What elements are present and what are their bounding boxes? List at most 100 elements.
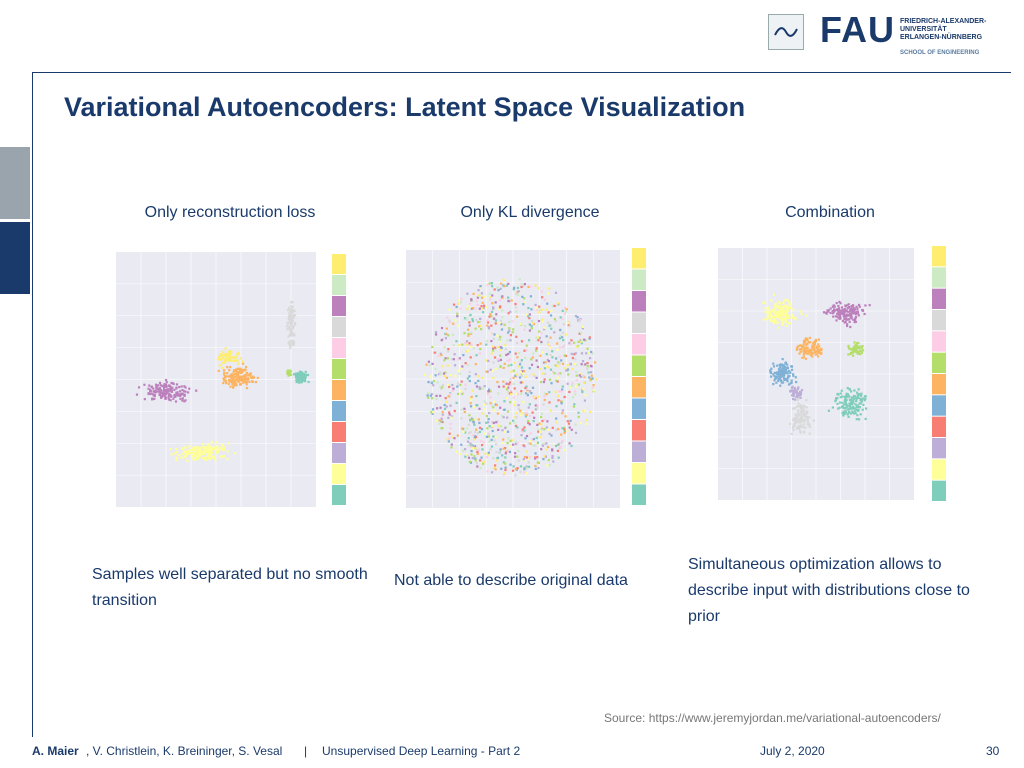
scatter-point <box>206 448 210 452</box>
scatter-point <box>469 332 473 335</box>
scatter-point <box>239 367 242 370</box>
scatter-point <box>247 378 250 381</box>
scatter-point <box>219 447 222 450</box>
scatter-point <box>776 321 779 324</box>
scatter-point <box>833 308 836 311</box>
scatter-point <box>440 417 443 420</box>
colorbar-swatch <box>332 296 346 316</box>
scatter-point <box>217 356 220 359</box>
scatter-point <box>787 383 791 386</box>
scatter-point <box>479 317 482 320</box>
scatter-point <box>456 385 459 388</box>
scatter-point <box>543 395 546 398</box>
scatter-point <box>512 396 515 399</box>
scatter-point <box>594 361 597 364</box>
colorbar-swatch <box>932 288 946 309</box>
scatter-point <box>480 428 484 431</box>
scatter-point <box>512 382 515 385</box>
scatter-point <box>776 364 779 367</box>
scatter-point <box>779 370 783 373</box>
scatter-point <box>556 302 559 305</box>
scatter-point <box>797 405 801 408</box>
scatter-point <box>190 452 193 455</box>
scatter-point <box>546 445 550 449</box>
scatter-point <box>509 339 512 342</box>
scatter-point <box>536 441 540 444</box>
scatter-point <box>783 378 786 381</box>
scatter-point <box>288 318 291 321</box>
scatter-point <box>237 362 240 365</box>
scatter-point <box>480 440 483 443</box>
scatter-point <box>508 327 511 330</box>
scatter-point <box>475 318 478 322</box>
scatter-point <box>233 359 237 362</box>
scatter-point <box>778 305 782 308</box>
scatter-point <box>235 384 238 387</box>
scatter-point <box>238 379 241 382</box>
scatter-point <box>832 315 835 318</box>
scatter-point <box>531 321 534 324</box>
scatter-point <box>794 413 797 416</box>
scatter-point <box>468 370 471 374</box>
scatter-point <box>427 380 430 384</box>
scatter-point <box>561 388 564 391</box>
scatter-point <box>790 390 794 393</box>
scatter-point <box>479 320 482 324</box>
scatter-point <box>178 386 181 389</box>
scatter-point <box>469 356 472 359</box>
scatter-point <box>787 306 790 309</box>
scatter-point <box>859 397 863 401</box>
scatter-point <box>490 339 493 343</box>
footer-separator: | <box>304 744 308 758</box>
panel-caption-kl: Only KL divergence <box>460 204 600 221</box>
scatter-point <box>849 348 853 351</box>
scatter-point <box>161 393 164 396</box>
scatter-point <box>847 411 850 415</box>
scatter-point <box>850 308 853 311</box>
scatter-point <box>237 375 240 378</box>
scatter-point <box>547 341 550 344</box>
scatter-point <box>778 373 781 376</box>
scatter-point <box>476 296 479 299</box>
scatter-point <box>242 381 245 384</box>
scatter-point <box>243 380 246 384</box>
scatter-point <box>508 329 511 332</box>
scatter-point <box>853 345 857 348</box>
footer-page-number: 30 <box>986 744 1000 758</box>
scatter-point <box>849 316 852 319</box>
scatter-point <box>767 307 770 310</box>
scatter-point <box>467 364 470 367</box>
scatter-point <box>520 374 523 377</box>
scatter-point <box>545 442 548 445</box>
scatter-point <box>181 448 184 451</box>
scatter-point <box>856 310 859 313</box>
scatter-point <box>175 383 179 386</box>
scatter-point <box>846 307 849 310</box>
scatter-point <box>155 386 158 389</box>
scatter-point <box>224 359 227 362</box>
scatter-point <box>455 305 458 309</box>
scatter-point <box>509 310 512 314</box>
scatter-point <box>207 454 210 457</box>
scatter-point <box>523 283 526 286</box>
scatter-point <box>295 378 298 382</box>
scatter-point <box>820 347 823 350</box>
scatter-point <box>804 338 807 342</box>
scatter-point <box>503 323 506 326</box>
scatter-point <box>796 415 799 418</box>
scatter-point <box>558 355 561 358</box>
scatter-point <box>477 448 481 451</box>
scatter-point <box>778 378 781 381</box>
scatter-point <box>519 370 522 373</box>
scatter-point <box>249 376 253 379</box>
scatter-point <box>767 314 770 317</box>
scatter-point <box>292 341 296 344</box>
scatter-point <box>853 350 857 353</box>
scatter-point <box>509 401 512 404</box>
scatter-point <box>510 363 513 367</box>
scatter-point <box>474 459 477 462</box>
scatter-point <box>515 412 518 415</box>
scatter-point <box>836 397 839 400</box>
scatter-point <box>822 311 826 314</box>
scatter-point <box>769 317 772 320</box>
